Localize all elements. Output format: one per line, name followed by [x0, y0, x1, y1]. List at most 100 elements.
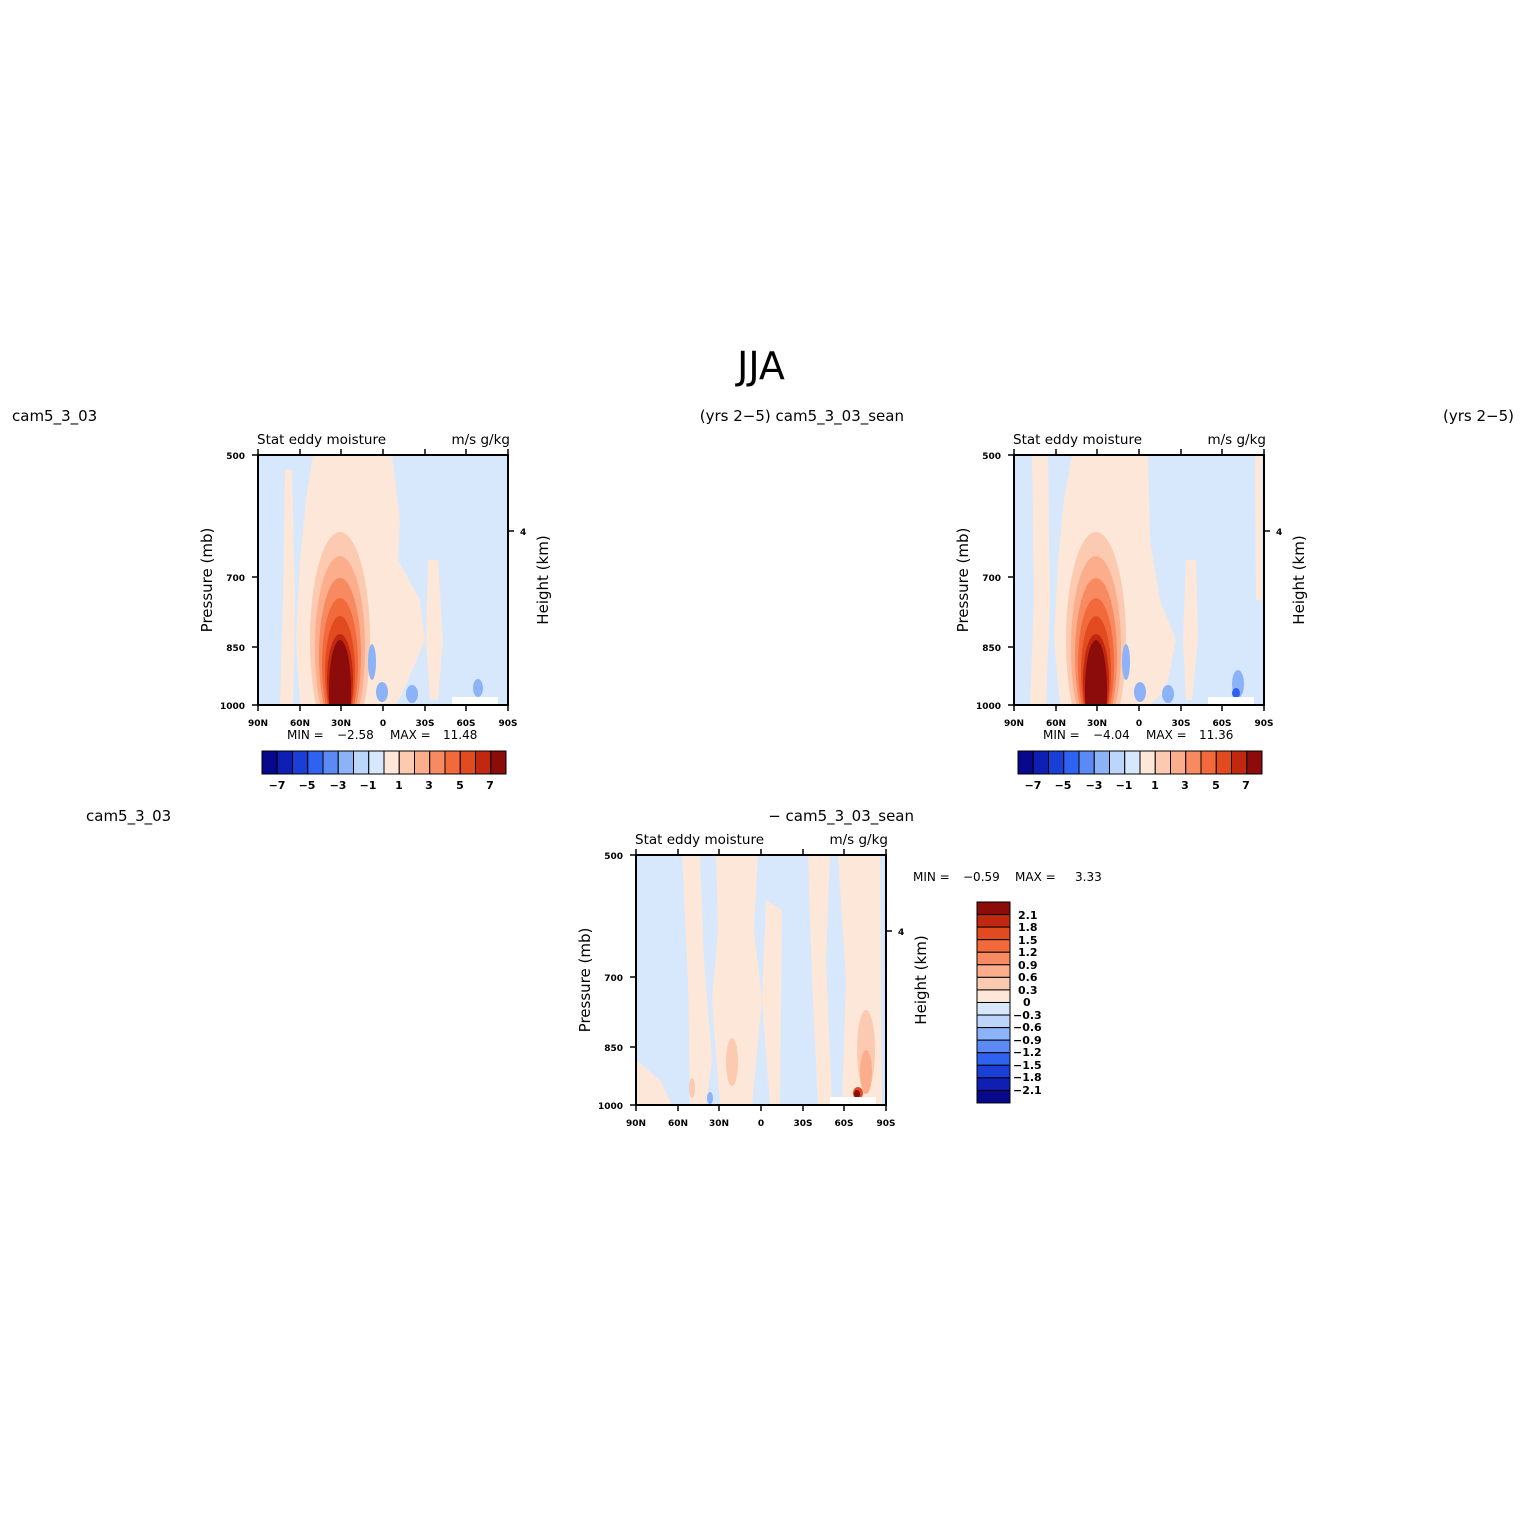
- panel-2-colorbar-box: [1139, 750, 1156, 775]
- panel-2-xtick-90N: 90N: [1004, 719, 1024, 729]
- panel-1-negative-patch-2: [376, 682, 388, 702]
- panel-3-colorbar-box: [976, 901, 1011, 916]
- panel-2-colorbar-box: [1154, 750, 1171, 775]
- panel-1-colorbar-tick-0: −7: [269, 779, 286, 792]
- panel-1-colorbar-box: [353, 750, 370, 775]
- panel-1-x-tick-labels: 90N 60N 30N 0 30S 60S 90S: [248, 719, 518, 729]
- panel-2-colorbar-box: [1109, 750, 1126, 775]
- panel-1-right-label: (yrs 2−5) cam5_3_03_sean: [700, 407, 904, 426]
- panel-3-subtitle-left: Stat eddy moisture: [635, 832, 764, 848]
- panel-2-positive-strip-north: [1030, 455, 1050, 705]
- panel-3-axis-ticks: [630, 849, 892, 1111]
- panel-2-ytick-1000: 1000: [976, 702, 1001, 712]
- panel-3-xtick-30S: 30S: [793, 1119, 812, 1129]
- panel-3-weak-positive-1: [726, 1038, 738, 1086]
- panel-2-subtitle-left: Stat eddy moisture: [1013, 432, 1142, 448]
- panel-1-colorbar-tick-1: −5: [299, 779, 316, 792]
- panel-1-colorbar-box: [444, 750, 461, 775]
- panel-1-subtitle-left: Stat eddy moisture: [257, 432, 386, 448]
- panel-1-max-value: 11.48: [443, 728, 477, 742]
- panel-1-colorbar-tick-7: 7: [486, 779, 494, 792]
- panel-2-contour-field: [1014, 455, 1264, 705]
- panel-2-xtick-60N: 60N: [1046, 719, 1066, 729]
- panel-3-height-tick-4: 4: [898, 928, 904, 938]
- panel-2: (yrs 2−5) Stat eddy moisture m/s g/kg: [954, 407, 1514, 792]
- panel-1-min-value: −2.58: [337, 728, 374, 742]
- panel-2-subtitle-right: m/s g/kg: [1207, 432, 1266, 448]
- panel-3-missing-data: [830, 1097, 876, 1105]
- panel-2-min-label: MIN =: [1043, 728, 1080, 742]
- panel-2-colorbar-box: [1063, 750, 1080, 775]
- panel-1-colorbar-box: [276, 750, 293, 775]
- panel-2-positive-strip-east: [1255, 455, 1262, 600]
- panel-3-colorbar: [976, 901, 1011, 1104]
- panel-3-ytick-850: 850: [604, 1044, 623, 1054]
- panel-1-y-tick-labels: 500 700 850 1000 4: [220, 452, 526, 712]
- panel-2-colorbar-box: [1048, 750, 1065, 775]
- panel-1-colorbar: [261, 750, 507, 775]
- panel-2-colorbar-tick-0: −7: [1025, 779, 1042, 792]
- panel-1-positive-strip-north: [280, 470, 295, 705]
- panel-3-xtick-60S: 60S: [834, 1119, 853, 1129]
- panel-1-ytick-500: 500: [226, 452, 245, 462]
- panel-2-ytick-850: 850: [982, 644, 1001, 654]
- panel-3-colorbar-box: [976, 1064, 1011, 1079]
- panel-1-negative-patch-1: [368, 644, 376, 680]
- panel-3-positive-strip-3: [762, 900, 782, 1105]
- panel-1-max-label: MAX =: [390, 728, 431, 742]
- panel-3-colorbar-box: [976, 1089, 1011, 1104]
- panel-1-colorbar-tick-3: −1: [360, 779, 377, 792]
- panel-1-colorbar-box: [490, 750, 507, 775]
- panel-2-min-value: −4.04: [1093, 728, 1130, 742]
- panel-1-y-axis-label: Pressure (mb): [198, 528, 216, 633]
- panel-2-max-value: 11.36: [1199, 728, 1233, 742]
- panel-3-max-label: MAX =: [1015, 870, 1056, 884]
- panel-1: cam5_3_03 (yrs 2−5) cam5_3_03_sean Stat …: [12, 407, 904, 792]
- panel-3-colorbar-box: [976, 939, 1011, 953]
- panel-3-colorbar-box: [976, 1027, 1011, 1041]
- panel-3: cam5_3_03 − cam5_3_03_sean Stat eddy moi…: [86, 807, 1102, 1129]
- panel-3-colorbar-tick-9: −0.6: [1013, 1021, 1042, 1034]
- panel-2-colorbar-tick-7: 7: [1242, 779, 1250, 792]
- panel-3-colorbar-tick-7: 0: [1023, 996, 1031, 1009]
- panel-3-colorbar-box: [976, 1077, 1011, 1091]
- panel-3-colorbar-box: [976, 1052, 1011, 1066]
- panel-3-colorbar-box: [976, 926, 1011, 941]
- panel-1-colorbar-box: [368, 750, 385, 775]
- panel-2-max-label: MAX =: [1146, 728, 1187, 742]
- panel-3-positive-strip-1: [682, 855, 712, 1105]
- panel-1-colorbar-box: [383, 750, 400, 775]
- panel-2-y2-axis-label: Height (km): [1290, 535, 1308, 624]
- panel-3-positive-strip-6: [636, 1060, 672, 1105]
- panel-3-colorbar-box: [976, 1001, 1011, 1016]
- panel-3-colorbar-tick-1: 1.8: [1018, 921, 1038, 934]
- panel-2-colorbar-tick-4: 1: [1151, 779, 1159, 792]
- panel-1-colorbar-box: [429, 750, 446, 775]
- panel-2-xtick-30N: 30N: [1087, 719, 1107, 729]
- panel-3-colorbar-box: [976, 914, 1011, 928]
- panel-2-ytick-500: 500: [982, 452, 1001, 462]
- panel-3-left-label: cam5_3_03: [86, 807, 171, 826]
- panel-2-negative-patch-5: [1232, 688, 1240, 698]
- panel-3-xtick-30N: 30N: [709, 1119, 729, 1129]
- panel-2-y-tick-labels: 500 700 850 1000 4: [976, 452, 1282, 712]
- panel-1-xtick-30S: 30S: [415, 719, 434, 729]
- panel-3-colorbar-tick-13: −1.8: [1013, 1071, 1042, 1084]
- panel-2-xtick-30S: 30S: [1171, 719, 1190, 729]
- panel-1-ytick-850: 850: [226, 644, 245, 654]
- panel-3-positive-strip-2: [712, 855, 762, 1105]
- panel-2-missing-data: [1208, 697, 1254, 705]
- panel-3-colorbar-tick-0: 2.1: [1018, 909, 1038, 922]
- panel-3-y-tick-labels: 500 700 850 1000 4: [598, 852, 904, 1112]
- panel-2-colorbar: [1017, 750, 1263, 775]
- panel-1-colorbar-box: [414, 750, 431, 775]
- panel-3-subtitle-right: m/s g/kg: [829, 832, 888, 848]
- panel-2-colorbar-box: [1246, 750, 1263, 775]
- panel-1-y2-axis-label: Height (km): [534, 535, 552, 624]
- panel-1-min-label: MIN =: [287, 728, 324, 742]
- panel-1-colorbar-box: [475, 750, 492, 775]
- panel-2-colorbar-box: [1093, 750, 1110, 775]
- panel-3-colorbar-box: [976, 1039, 1011, 1054]
- panel-2-xtick-90S: 90S: [1254, 719, 1273, 729]
